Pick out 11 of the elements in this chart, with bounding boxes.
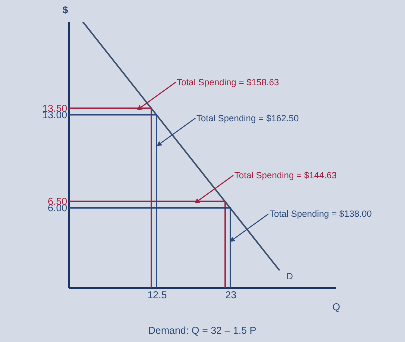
annotation: Total Spending = $162.50 xyxy=(196,113,299,124)
annotation: Total Spending = $138.00 xyxy=(270,209,372,220)
x-tick-label: 23 xyxy=(226,290,238,302)
y-tick-label: 6.00 xyxy=(48,204,68,215)
annotation: Total Spending = $158.63 xyxy=(176,77,280,88)
y-axis-title: $ xyxy=(62,6,69,16)
x-axis-title: Q xyxy=(332,302,341,314)
text: Demand: Q = 32 – 1.5 P xyxy=(148,326,257,337)
annotation: D xyxy=(286,272,294,282)
annotation: Total Spending = $144.63 xyxy=(234,170,337,181)
x-tick-label: 12.5 xyxy=(148,290,168,302)
